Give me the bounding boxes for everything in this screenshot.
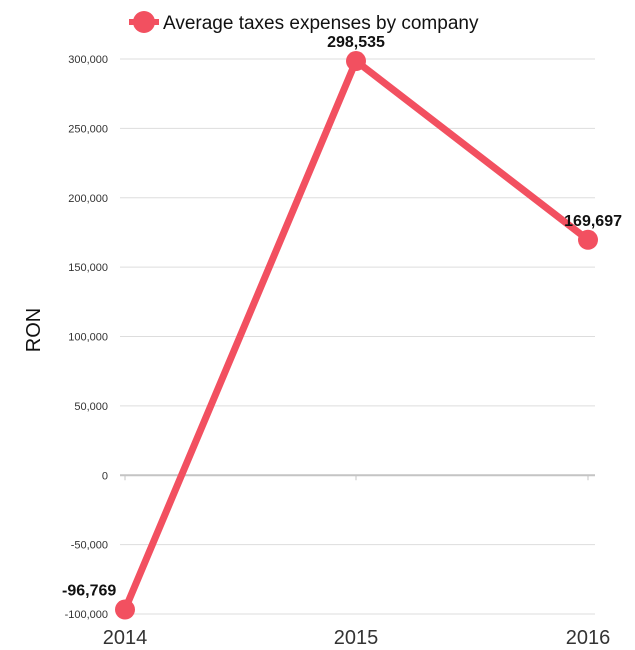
data-label: 298,535: [327, 34, 385, 51]
y-tick-label: 200,000: [68, 193, 108, 205]
y-tick-label: 50,000: [74, 401, 108, 413]
y-tick-label: 0: [102, 470, 108, 482]
data-point: [115, 599, 135, 620]
data-label: 169,697: [564, 213, 622, 230]
gridlines: [120, 58, 595, 615]
y-tick-label: 250,000: [68, 123, 108, 135]
y-tick-label: -50,000: [71, 540, 108, 552]
legend-label: Average taxes expenses by company: [163, 13, 479, 34]
y-axis-ticks: -100,000 -50,000 0 50,000 100,000 150,000 200,…: [65, 54, 108, 621]
legend-swatch-marker: [133, 11, 155, 33]
x-tick-label: 2014: [103, 627, 148, 649]
data-labels: -96,769 298,535 169,697: [62, 34, 622, 599]
x-tick-label: 2016: [566, 627, 611, 649]
series-average-taxes: [115, 51, 598, 620]
series-line: [121, 57, 592, 614]
y-tick-label: -100,000: [65, 609, 108, 621]
x-tick-label: 2015: [334, 627, 379, 649]
data-label: -96,769: [62, 583, 116, 600]
y-axis-title: RON: [23, 308, 45, 352]
x-axis-ticks: 2014 2015 2016: [103, 475, 611, 649]
legend: Average taxes expenses by company: [129, 11, 479, 34]
data-point: [578, 229, 598, 250]
y-tick-label: 100,000: [68, 332, 108, 344]
data-point: [346, 51, 366, 72]
y-tick-label: 150,000: [68, 262, 108, 274]
y-tick-label: 300,000: [68, 54, 108, 66]
